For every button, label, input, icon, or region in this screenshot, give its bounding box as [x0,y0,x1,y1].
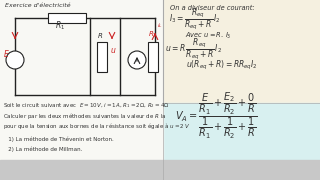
Text: pour que la tension aux bornes de la résistance soit égale à $u = 2\,V$: pour que la tension aux bornes de la rés… [3,121,190,131]
Bar [48,13,86,23]
Bar [0,0,163,103]
Circle shape [6,51,24,69]
Bar [0,160,320,180]
Text: Calculer par les deux méthodes suivantes la valeur de $R$ la: Calculer par les deux méthodes suivantes… [3,111,167,121]
Text: $R_2$: $R_2$ [148,30,157,40]
Text: $I_3 = \dfrac{R_{eq}}{R_{eq}+R}\,I_2$: $I_3 = \dfrac{R_{eq}}{R_{eq}+R}\,I_2$ [169,7,221,32]
Text: Avec $u = R.\,I_3$: Avec $u = R.\,I_3$ [185,31,232,41]
Text: Exercice d'électricité: Exercice d'électricité [5,3,71,8]
Bar [97,42,107,72]
Text: $u(R_{eq}+R) = RR_{eq}I_2$: $u(R_{eq}+R) = RR_{eq}I_2$ [186,59,258,73]
Bar [0,103,163,180]
Text: 1) La méthode de Thévenin et Norton.: 1) La méthode de Thévenin et Norton. [3,136,114,142]
Text: $E$: $E$ [3,48,10,59]
Text: $R_1$: $R_1$ [55,19,65,31]
Text: 2) La méthode de Millman.: 2) La méthode de Millman. [3,147,82,152]
Text: $i_L$: $i_L$ [157,21,163,30]
Text: On a diviseur de courant:: On a diviseur de courant: [170,5,255,11]
Bar [163,0,320,103]
Circle shape [128,51,146,69]
Text: Soit le circuit suivant avec  $E = 10V$, $i = 1A$, $R_1 = 2\Omega$, $R_2 = 4\Ome: Soit le circuit suivant avec $E = 10V$, … [3,101,170,110]
Bar [148,42,158,72]
Text: $u = R\,\dfrac{R_{eq}}{R_{eq}+R}\,I_2$: $u = R\,\dfrac{R_{eq}}{R_{eq}+R}\,I_2$ [164,37,221,62]
Text: $R$: $R$ [97,31,103,40]
Text: $V_A = \dfrac{\dfrac{E}{R_1}+\dfrac{E_2}{R_2}+\dfrac{0}{R}}{\dfrac{1}{R_1}+\dfra: $V_A = \dfrac{\dfrac{E}{R_1}+\dfrac{E_2}… [175,91,258,141]
Text: $u$: $u$ [110,46,116,55]
Bar [163,103,320,180]
